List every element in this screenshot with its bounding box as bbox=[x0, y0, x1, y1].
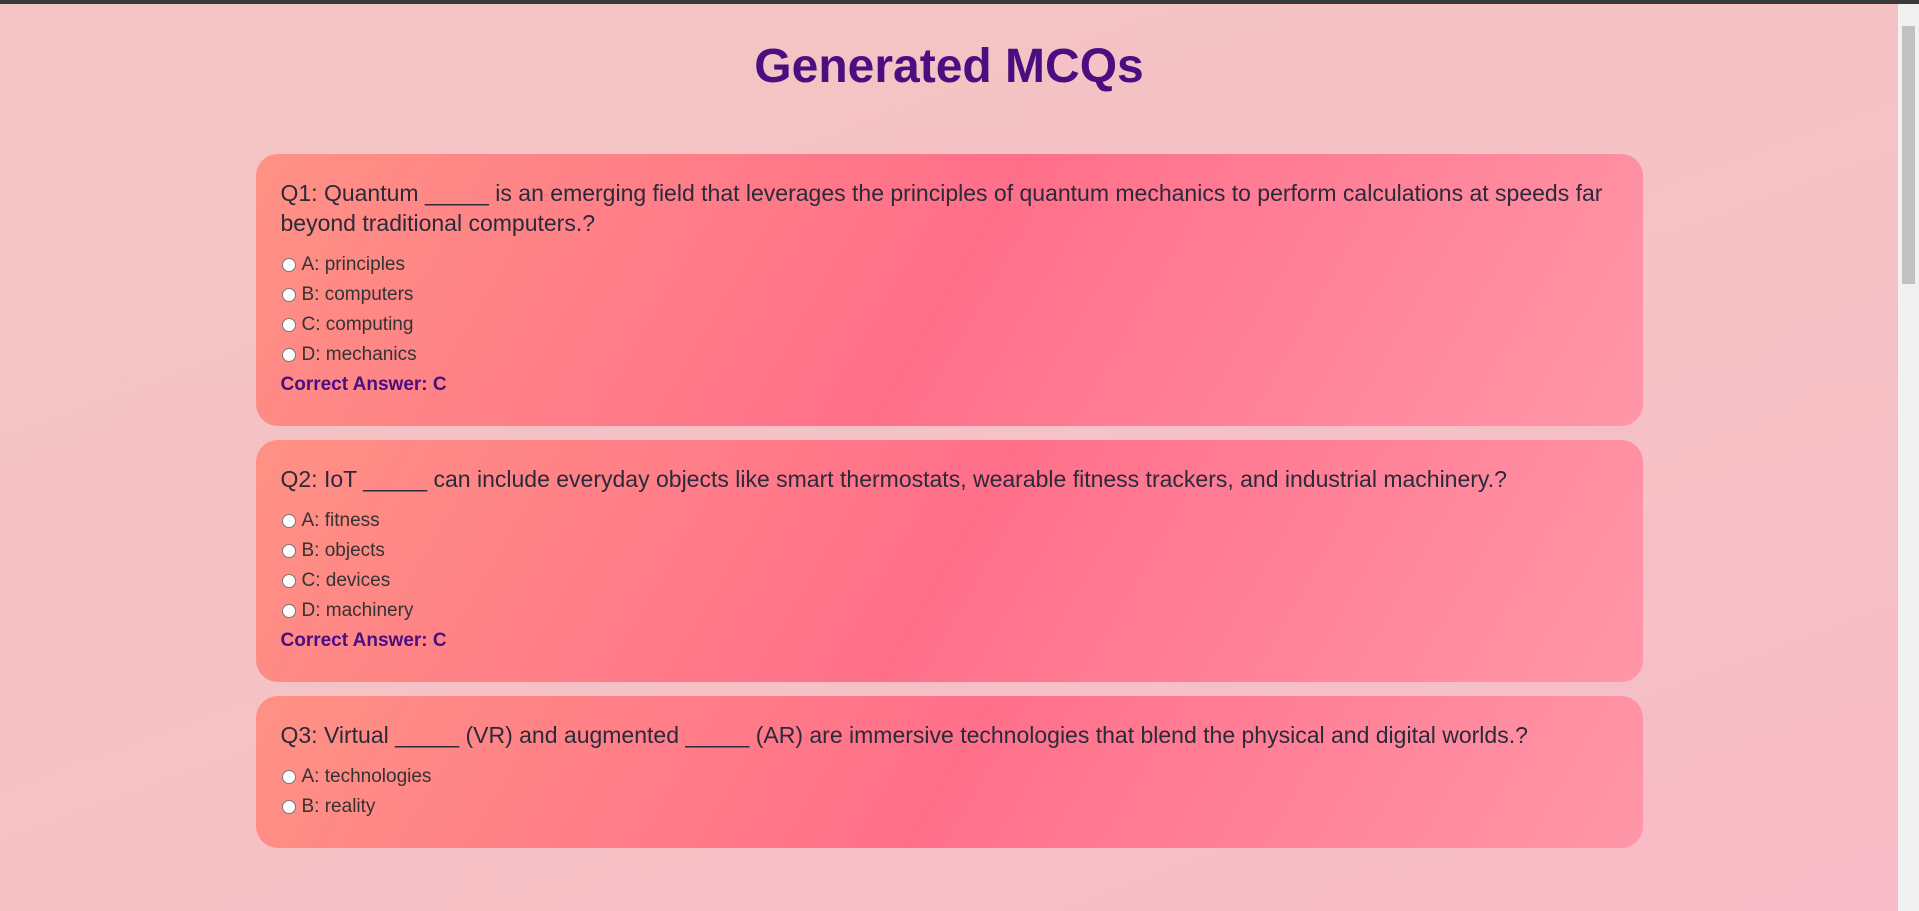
option-label: A: fitness bbox=[301, 510, 380, 531]
option[interactable]: D: mechanics bbox=[281, 340, 1618, 370]
option-radio[interactable] bbox=[281, 348, 296, 362]
option[interactable]: B: computers bbox=[281, 280, 1618, 310]
option-label: B: objects bbox=[301, 540, 385, 561]
option-radio[interactable] bbox=[281, 604, 296, 618]
question-list: Q1: Quantum _____ is an emerging field t… bbox=[0, 154, 1898, 848]
option[interactable]: D: machinery bbox=[281, 596, 1618, 626]
content: Generated MCQs Q1: Quantum _____ is an e… bbox=[0, 4, 1898, 911]
option[interactable]: B: objects bbox=[281, 536, 1618, 566]
correct-answer: Correct Answer: C bbox=[280, 630, 447, 651]
option[interactable]: C: computing bbox=[281, 310, 1618, 340]
option-label: C: devices bbox=[301, 570, 391, 591]
option-radio[interactable] bbox=[281, 318, 296, 332]
question-card: Q3: Virtual _____ (VR) and augmented ___… bbox=[255, 696, 1643, 848]
question-card: Q1: Quantum _____ is an emerging field t… bbox=[255, 154, 1643, 426]
option-label: D: machinery bbox=[301, 600, 414, 621]
option[interactable]: C: devices bbox=[281, 566, 1618, 596]
scrollbar-thumb[interactable] bbox=[1902, 26, 1915, 284]
option[interactable]: B: reality bbox=[281, 792, 1618, 822]
option-label: C: computing bbox=[301, 314, 414, 335]
option-label: A: principles bbox=[301, 254, 406, 275]
option-radio[interactable] bbox=[281, 288, 296, 302]
option-radio[interactable] bbox=[281, 514, 296, 528]
page-title: Generated MCQs bbox=[754, 40, 1144, 93]
option-radio[interactable] bbox=[281, 574, 296, 588]
option-label: D: mechanics bbox=[301, 344, 417, 365]
option-label: B: computers bbox=[301, 284, 414, 305]
question-card: Q2: IoT _____ can include everyday objec… bbox=[255, 440, 1643, 682]
scrollbar[interactable] bbox=[1898, 4, 1919, 911]
option[interactable]: A: principles bbox=[281, 250, 1618, 280]
option-radio[interactable] bbox=[281, 800, 296, 814]
option-label: B: reality bbox=[301, 796, 376, 817]
option[interactable]: A: technologies bbox=[281, 762, 1618, 792]
question-text: Q1: Quantum _____ is an emerging field t… bbox=[280, 180, 1603, 236]
option-radio[interactable] bbox=[281, 770, 296, 784]
correct-answer: Correct Answer: C bbox=[280, 374, 447, 395]
option[interactable]: A: fitness bbox=[281, 506, 1618, 536]
option-radio[interactable] bbox=[281, 258, 296, 272]
option-radio[interactable] bbox=[281, 544, 296, 558]
option-label: A: technologies bbox=[301, 766, 432, 787]
question-text: Q2: IoT _____ can include everyday objec… bbox=[280, 466, 1507, 492]
question-text: Q3: Virtual _____ (VR) and augmented ___… bbox=[280, 722, 1528, 748]
